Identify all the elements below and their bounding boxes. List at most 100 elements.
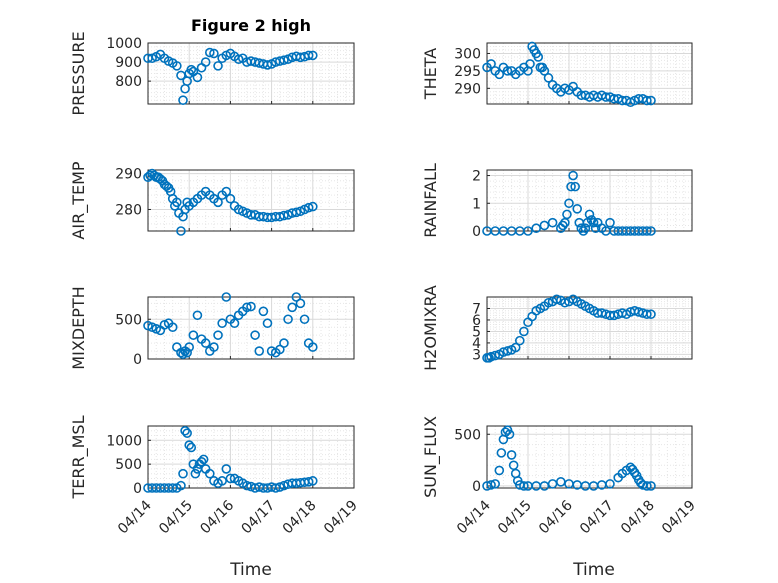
data-point xyxy=(182,347,192,358)
data-point xyxy=(539,66,550,76)
data-point xyxy=(209,48,219,59)
data-point xyxy=(562,209,572,220)
y-axis-label-pressure: PRESSURE xyxy=(69,31,88,115)
data-point xyxy=(295,298,306,309)
data-point xyxy=(209,342,219,352)
ytick-label-pressure: 900 xyxy=(115,55,142,71)
data-point xyxy=(213,197,223,208)
data-point xyxy=(506,450,517,460)
subplot-air-temp: 280 290 AIR_TEMP xyxy=(69,161,355,240)
xtick-label: 04/17 xyxy=(577,498,617,538)
data-point xyxy=(547,217,558,228)
data-point xyxy=(217,476,227,486)
data-point xyxy=(229,318,240,329)
data-point xyxy=(570,181,580,192)
ytick-label-theta: 300 xyxy=(454,46,481,62)
data-point xyxy=(242,302,252,313)
data-point xyxy=(205,468,215,479)
data-point xyxy=(184,342,194,352)
data-point xyxy=(486,59,496,69)
data-point xyxy=(490,350,501,361)
data-point xyxy=(221,186,232,197)
ytick-label-air-temp: 290 xyxy=(115,167,142,183)
data-point xyxy=(646,95,656,106)
data-point xyxy=(200,338,211,348)
ytick-label-rainfall: 1 xyxy=(472,196,481,212)
data-point xyxy=(172,342,182,352)
data-point xyxy=(531,223,542,234)
xtick-label: 04/19 xyxy=(659,498,699,538)
data-point xyxy=(167,322,178,333)
data-point xyxy=(221,464,232,474)
y-axis-label-mixdepth: MIXDEPTH xyxy=(69,286,88,369)
xtick-label: 04/17 xyxy=(239,498,279,538)
axes-box-rainfall xyxy=(486,169,693,232)
ytick-label-pressure: 800 xyxy=(115,74,142,90)
data-point xyxy=(246,301,256,312)
data-point xyxy=(539,220,550,231)
data-point xyxy=(176,226,186,236)
data-point xyxy=(200,57,211,67)
ytick-label-terr-msl: 500 xyxy=(115,457,142,473)
axes-box-pressure xyxy=(147,42,355,105)
ytick-label-h2omixra: 4 xyxy=(472,336,481,352)
data-point xyxy=(287,302,298,313)
data-point xyxy=(502,66,513,76)
subplot-pressure: 800 900 1000 PRESSURE xyxy=(69,31,355,116)
data-point xyxy=(307,342,318,352)
data-point xyxy=(198,454,209,465)
axes-box-h2omixra xyxy=(486,296,693,360)
ytick-label-rainfall: 2 xyxy=(472,169,481,185)
data-point xyxy=(568,170,578,181)
ytick-label-h2omixra: 5 xyxy=(472,324,481,340)
data-point xyxy=(642,309,652,320)
data-point xyxy=(572,204,583,214)
data-point xyxy=(508,460,519,471)
data-point xyxy=(490,479,501,489)
data-point xyxy=(262,318,273,329)
data-point xyxy=(172,197,182,208)
y-axis-label-theta: THETA xyxy=(421,48,440,100)
data-point xyxy=(186,442,197,453)
data-point xyxy=(279,55,289,65)
data-point xyxy=(242,480,252,491)
data-point xyxy=(642,95,652,106)
data-point xyxy=(494,465,505,476)
data-point xyxy=(533,52,544,62)
xtick-label: 04/14 xyxy=(115,497,155,537)
subplot-mixdepth: 0 500 MIXDEPTH xyxy=(69,286,355,370)
data-point xyxy=(543,297,554,308)
data-point xyxy=(303,202,314,213)
axes-box-theta xyxy=(486,42,693,105)
data-point xyxy=(646,481,656,491)
ytick-label-terr-msl: 0 xyxy=(133,481,142,497)
data-point xyxy=(307,476,318,486)
data-point xyxy=(279,338,289,348)
data-point xyxy=(566,181,576,192)
data-point xyxy=(584,209,595,220)
ytick-label-sun-flux: 0 xyxy=(472,479,481,495)
data-point xyxy=(646,309,656,320)
figure-title: Figure 2 high xyxy=(191,16,311,35)
data-point xyxy=(279,210,289,221)
ytick-label-h2omixra: 7 xyxy=(472,301,481,317)
data-point xyxy=(176,480,186,491)
ytick-label-pressure: 1000 xyxy=(106,36,142,52)
data-point xyxy=(186,64,197,75)
x-axis-label-right: Time xyxy=(572,560,615,580)
data-point xyxy=(225,193,236,204)
data-point xyxy=(555,476,566,487)
data-point xyxy=(190,468,201,479)
data-point xyxy=(504,429,515,440)
data-point xyxy=(496,448,507,458)
data-point xyxy=(217,318,227,329)
data-point xyxy=(510,342,521,353)
data-point xyxy=(551,294,562,305)
xtick-label: 04/16 xyxy=(536,497,576,537)
data-point xyxy=(494,69,505,80)
data-point xyxy=(184,440,194,450)
axes-box-air-temp xyxy=(147,169,355,232)
